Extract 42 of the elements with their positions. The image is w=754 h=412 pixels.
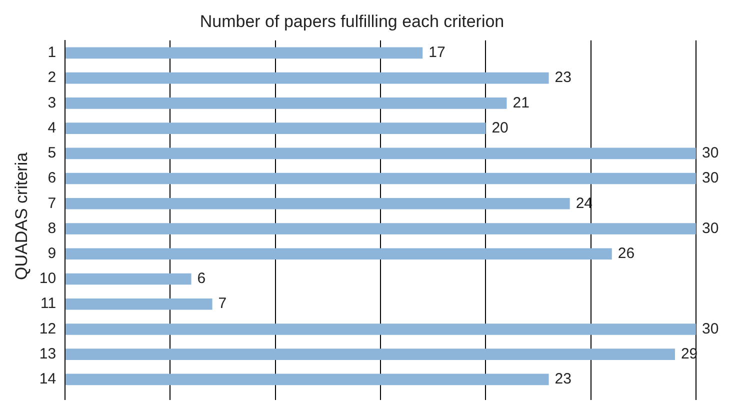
data-label: 23: [554, 370, 572, 388]
y-tick-label: 13: [39, 345, 56, 362]
bar: [66, 172, 696, 184]
data-label: 20: [492, 119, 508, 136]
data-label: 30: [702, 144, 719, 162]
bar: [66, 72, 549, 84]
y-tick-label: 8: [48, 220, 56, 237]
bar: [66, 148, 696, 160]
y-tick-label: 2: [48, 69, 56, 86]
y-tick-label: 3: [48, 94, 56, 112]
y-axis-title: QUADAS criteria: [12, 152, 31, 280]
data-label: 30: [702, 320, 719, 338]
bar: [66, 324, 696, 335]
data-label: 26: [618, 245, 635, 262]
data-label: 30: [702, 220, 719, 237]
y-tick-label: 10: [39, 270, 56, 288]
bar: [66, 223, 696, 234]
y-tick-label: 14: [39, 370, 56, 388]
bar: [66, 298, 212, 310]
y-tick-label: 11: [40, 295, 56, 312]
y-tick-label: 9: [48, 245, 56, 262]
bar: [66, 273, 192, 285]
bar: [66, 47, 423, 59]
y-tick-label: 7: [48, 194, 56, 212]
data-label: 7: [218, 295, 227, 312]
data-label: 6: [197, 270, 206, 288]
y-tick-label: 4: [48, 119, 56, 136]
y-tick-label: 6: [48, 170, 56, 187]
data-label: 30: [702, 170, 719, 187]
y-tick-label: 1: [48, 44, 56, 62]
bar: [66, 198, 570, 210]
data-label: 17: [428, 44, 446, 62]
bar: [66, 348, 675, 360]
bar: [66, 248, 612, 260]
y-tick-label: 12: [39, 320, 56, 338]
chart-title: Number of papers fulfilling each criterion: [200, 12, 504, 31]
data-label: 23: [554, 69, 572, 86]
bar: [66, 374, 549, 386]
data-label: 21: [512, 94, 530, 112]
bar: [66, 122, 486, 134]
bar: [66, 98, 507, 109]
y-tick-label: 5: [48, 144, 56, 162]
